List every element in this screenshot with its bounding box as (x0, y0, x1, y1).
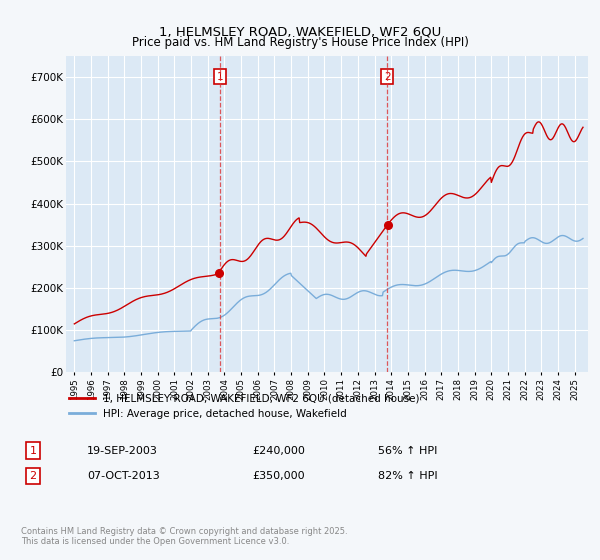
Text: 07-OCT-2013: 07-OCT-2013 (87, 471, 160, 481)
Text: 1: 1 (29, 446, 37, 456)
Text: Contains HM Land Registry data © Crown copyright and database right 2025.
This d: Contains HM Land Registry data © Crown c… (21, 526, 347, 546)
Text: 56% ↑ HPI: 56% ↑ HPI (378, 446, 437, 456)
Text: £350,000: £350,000 (252, 471, 305, 481)
Text: 1: 1 (217, 72, 223, 82)
Text: 2: 2 (384, 72, 391, 82)
Legend: 1, HELMSLEY ROAD, WAKEFIELD, WF2 6QU (detached house), HPI: Average price, detac: 1, HELMSLEY ROAD, WAKEFIELD, WF2 6QU (de… (64, 389, 424, 423)
Text: Price paid vs. HM Land Registry's House Price Index (HPI): Price paid vs. HM Land Registry's House … (131, 36, 469, 49)
Text: 19-SEP-2003: 19-SEP-2003 (87, 446, 158, 456)
Text: 2: 2 (29, 471, 37, 481)
Text: £240,000: £240,000 (252, 446, 305, 456)
Text: 1, HELMSLEY ROAD, WAKEFIELD, WF2 6QU: 1, HELMSLEY ROAD, WAKEFIELD, WF2 6QU (159, 25, 441, 38)
Text: 82% ↑ HPI: 82% ↑ HPI (378, 471, 437, 481)
